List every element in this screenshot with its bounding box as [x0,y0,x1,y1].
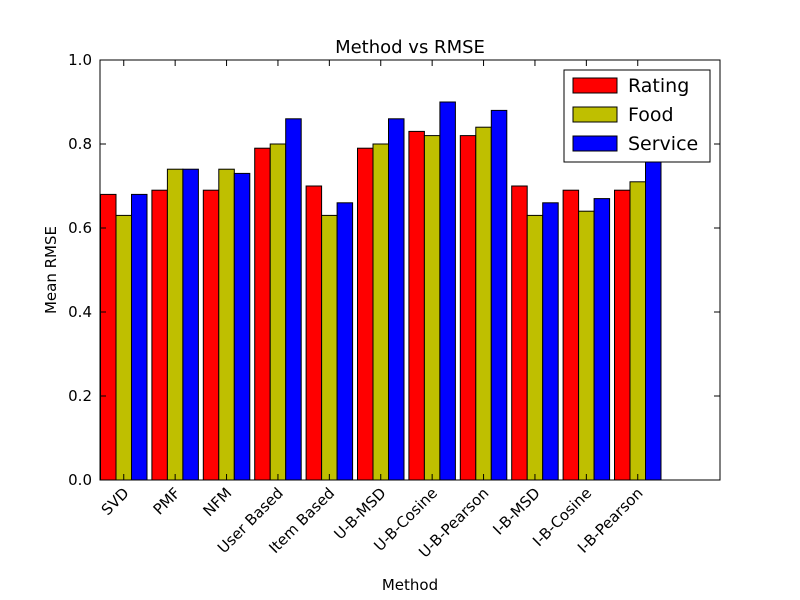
bar-food-nfm [218,168,235,481]
y-tick-label: 0.4 [68,303,92,321]
bar-food-i-b-cosine [578,210,595,481]
bar-service-i-b-pearson [645,160,662,481]
bar-service-pmf [182,168,199,481]
bar-food-i-b-msd [526,214,544,481]
bar-service-u-b-msd [388,118,405,481]
bar-service-u-b-pearson [490,109,508,481]
bar-food-svd [115,214,132,481]
bar-rating-u-b-msd [357,147,374,481]
bar-service-i-b-cosine [593,198,611,481]
bar-food-user-based [269,143,287,481]
y-tick-label: 0.2 [68,387,92,405]
bar-food-u-b-cosine [423,135,441,481]
legend-label: Rating [628,75,689,97]
bar-service-user-based [285,118,302,481]
bar-rating-pmf [151,189,168,481]
bar-service-u-b-cosine [439,101,456,481]
bar-service-item-based [336,202,354,481]
bar-food-u-b-pearson [475,126,492,481]
bar-rating-i-b-pearson [614,189,631,481]
bar-rating-svd [100,193,117,481]
bar-rating-u-b-cosine [408,130,425,481]
legend-label: Service [628,133,698,155]
bar-service-svd [131,193,148,481]
x-tick-label: PMF [150,484,184,518]
bar-rating-user-based [254,147,271,481]
legend: Rating Food Service [563,69,711,163]
bar-food-u-b-msd [372,143,389,481]
y-tick-label: 1.0 [68,51,92,69]
bar-food-pmf [166,168,184,481]
bar-rating-i-b-cosine [562,189,580,481]
bar-service-nfm [233,172,251,481]
plot-frame [99,59,721,481]
bar-service-i-b-msd [542,202,559,481]
legend-swatch [572,106,618,123]
bar-food-i-b-pearson [629,181,646,481]
bar-rating-u-b-pearson [459,135,477,481]
chart-title: Method vs RMSE [335,37,485,58]
bar-rating-i-b-msd [511,185,528,481]
y-tick-label: 0.0 [68,471,92,489]
legend-label: Food [628,104,674,126]
y-axis-label: Mean RMSE [42,226,60,314]
bar-rating-item-based [305,185,323,481]
bar-rating-nfm [202,189,220,481]
legend-swatch [572,77,618,94]
bar-food-item-based [321,214,338,481]
legend-swatch [572,135,618,152]
x-tick-label: SVD [98,484,133,519]
y-tick-label: 0.8 [68,135,92,153]
y-axis: 0.0 0.2 0.4 0.6 0.8 1.0 [68,51,720,489]
bars-group [100,101,662,481]
x-axis-label: Method [382,576,438,594]
x-tick-label: NFM [199,484,235,520]
y-tick-label: 0.6 [68,219,92,237]
